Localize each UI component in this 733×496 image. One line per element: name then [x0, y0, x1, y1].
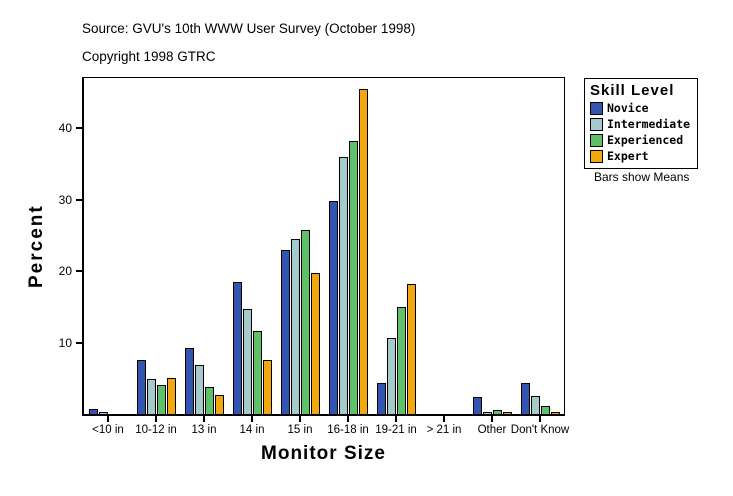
- x-tick-mark: [539, 416, 541, 422]
- y-tick-label: 10: [58, 335, 72, 350]
- bar: [194, 365, 204, 414]
- bar: [300, 230, 310, 414]
- bar: [328, 201, 338, 414]
- legend-label: Expert: [607, 149, 649, 163]
- y-tick-mark: [76, 270, 82, 273]
- x-tick-mark: [155, 416, 157, 422]
- bar: [492, 410, 502, 414]
- x-tick-mark: [491, 416, 493, 422]
- legend-entry: Novice: [590, 101, 692, 115]
- x-tick-label: 15 in: [287, 424, 313, 436]
- bar: [184, 348, 194, 414]
- bar-group: [425, 413, 464, 414]
- copyright-line: Copyright 1998 GTRC: [82, 49, 216, 64]
- bar: [146, 379, 156, 414]
- bar: [156, 385, 166, 414]
- bar-group: [520, 383, 560, 414]
- plot-area: 10 20 30 40 <10 in 10-12 in 13 in 14 in 15 in 16-…: [59, 77, 569, 436]
- legend-note: Bars show Means: [594, 170, 690, 184]
- bar: [242, 309, 252, 414]
- bar: [540, 406, 550, 414]
- bar: [348, 141, 358, 414]
- bar: [290, 239, 300, 414]
- legend-label: Novice: [607, 101, 649, 115]
- bar: [232, 282, 242, 414]
- bar: [376, 383, 386, 414]
- bar: [214, 395, 224, 414]
- x-tick-label: <10 in: [92, 424, 124, 436]
- bar-group: [376, 284, 416, 414]
- x-tick-label: Other: [477, 424, 507, 436]
- bar: [396, 307, 406, 414]
- x-tick-mark: [347, 416, 349, 422]
- bar: [280, 250, 290, 414]
- x-axis-title: Monitor Size: [261, 443, 386, 464]
- bar: [482, 412, 492, 414]
- x-tick-label: 13 in: [191, 424, 217, 436]
- bar-group: [88, 409, 128, 414]
- y-tick-mark: [76, 198, 82, 201]
- x-tick-label: 14 in: [239, 424, 265, 436]
- x-tick-label: 10-12 in: [135, 424, 177, 436]
- bar: [166, 378, 176, 414]
- bar-group: [280, 230, 320, 414]
- legend-entries: Novice Intermediate Experienced Expert: [590, 101, 692, 163]
- bar: [550, 412, 560, 414]
- y-tick-mark: [76, 127, 82, 130]
- bar: [502, 412, 512, 414]
- source-line: Source: GVU's 10th WWW User Survey (Octo…: [82, 21, 416, 36]
- y-tick-label: 40: [58, 121, 72, 136]
- bar-group: [472, 397, 512, 414]
- legend-swatch: [590, 133, 603, 147]
- bar: [386, 338, 396, 414]
- legend-box: Skill Level Novice Intermediate Experience…: [584, 78, 698, 169]
- x-tick-mark: [107, 416, 109, 422]
- x-tick-label: 19-21 in: [375, 424, 417, 436]
- bar: [338, 157, 348, 414]
- legend-label: Experienced: [607, 133, 684, 147]
- bar: [530, 396, 540, 414]
- bar: [472, 397, 482, 414]
- bar: [520, 383, 530, 414]
- bar: [98, 412, 108, 414]
- legend-swatch: [590, 101, 603, 115]
- bar: [252, 331, 262, 414]
- x-tick-mark: [395, 416, 397, 422]
- legend-entry: Expert: [590, 149, 692, 163]
- x-tick-mark: [299, 416, 301, 422]
- bar: [88, 409, 98, 414]
- bar: [358, 89, 368, 414]
- bar: [310, 273, 320, 414]
- y-tick-label: 20: [58, 264, 72, 279]
- bar-group: [136, 360, 176, 414]
- y-tick-label: 30: [58, 192, 72, 207]
- bar-group: [184, 348, 224, 414]
- bar: [262, 360, 272, 414]
- x-tick-label: 16-18 in: [327, 424, 369, 436]
- bar: [136, 360, 146, 414]
- bar: [204, 387, 214, 414]
- x-tick-mark: [443, 416, 445, 422]
- legend-entry: Experienced: [590, 133, 692, 147]
- y-tick-mark: [76, 341, 82, 344]
- x-tick-mark: [251, 416, 253, 422]
- x-tick-label: > 21 in: [426, 424, 462, 436]
- legend-swatch: [590, 149, 603, 163]
- x-tick-label: Don't Know: [510, 424, 570, 436]
- bar-group: [328, 89, 368, 414]
- legend-entry: Intermediate: [590, 117, 692, 131]
- legend-label: Intermediate: [607, 117, 691, 131]
- legend-swatch: [590, 117, 603, 131]
- legend-title: Skill Level: [590, 82, 675, 99]
- bar-group: [232, 282, 272, 414]
- x-tick-mark: [203, 416, 205, 422]
- bar: [406, 284, 416, 414]
